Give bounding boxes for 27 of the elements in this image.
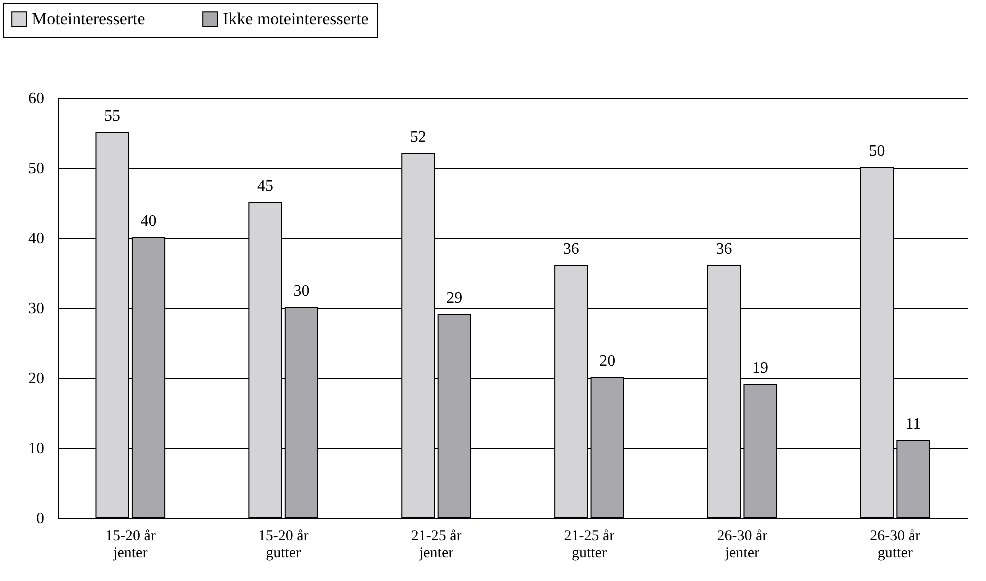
data-label: 20 [600,353,616,370]
data-label: 36 [563,241,580,258]
data-label: 11 [906,416,922,433]
data-label: 19 [752,360,769,377]
data-label: 55 [104,108,121,125]
data-label: 36 [716,241,732,258]
y-tick-label: 20 [28,370,44,388]
legend-label: Ikke moteinteresserte [223,10,369,29]
x-tick-label: 15-20 år gutter [258,528,309,562]
y-tick-label: 10 [28,440,44,458]
x-tick-label: 26-30 år jenter [717,528,768,562]
data-label: 52 [410,129,426,146]
y-tick-label: 30 [28,300,44,318]
y-tick-label: 60 [28,90,44,108]
x-tick-label: 21-25 år gutter [564,528,615,562]
data-label: 50 [869,143,886,160]
y-tick-label: 50 [28,160,44,178]
legend-label: Moteinteresserte [32,10,146,29]
data-label: 40 [140,213,157,230]
data-label: 30 [294,283,310,300]
data-label: 45 [257,178,274,195]
y-tick-label: 0 [36,510,44,528]
x-tick-label: 21-25 år jenter [411,528,462,562]
y-tick-label: 40 [28,230,44,248]
data-label: 29 [446,290,463,307]
x-tick-label: 26-30 år gutter [870,528,921,562]
x-tick-label: 15-20 år jenter [105,528,156,562]
